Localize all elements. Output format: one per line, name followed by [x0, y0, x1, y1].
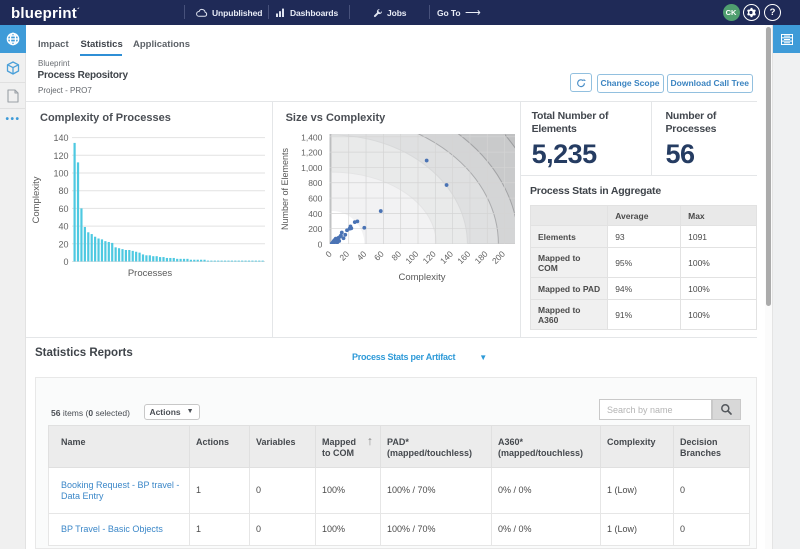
svg-text:120: 120	[421, 249, 438, 266]
svg-text:180: 180	[473, 249, 490, 266]
svg-text:60: 60	[58, 204, 68, 214]
svg-text:40: 40	[355, 249, 369, 263]
svg-text:800: 800	[308, 178, 322, 188]
svg-text:0: 0	[63, 257, 68, 267]
svg-text:20: 20	[337, 249, 351, 263]
svg-text:600: 600	[308, 194, 322, 204]
svg-text:100: 100	[403, 249, 420, 266]
svg-text:160: 160	[455, 249, 472, 266]
svg-text:140: 140	[53, 133, 68, 143]
svg-text:1,200: 1,200	[301, 148, 323, 158]
svg-text:1,400: 1,400	[301, 132, 323, 142]
svg-text:60: 60	[372, 249, 386, 263]
svg-text:80: 80	[389, 249, 403, 263]
svg-text:Complexity: Complexity	[399, 272, 446, 283]
svg-text:0: 0	[323, 249, 334, 260]
svg-text:200: 200	[490, 249, 507, 266]
svg-text:20: 20	[58, 239, 68, 249]
svg-text:Complexity: Complexity	[31, 176, 42, 223]
svg-text:40: 40	[58, 222, 68, 232]
svg-text:400: 400	[308, 209, 322, 219]
svg-text:Processes: Processes	[128, 268, 173, 279]
svg-text:Number of Elements: Number of Elements	[280, 147, 290, 230]
svg-text:140: 140	[438, 249, 455, 266]
svg-text:80: 80	[58, 186, 68, 196]
svg-text:120: 120	[53, 151, 68, 161]
svg-text:100: 100	[53, 169, 68, 179]
svg-text:1,000: 1,000	[301, 163, 323, 173]
svg-text:200: 200	[308, 224, 322, 234]
svg-text:0: 0	[318, 240, 323, 250]
